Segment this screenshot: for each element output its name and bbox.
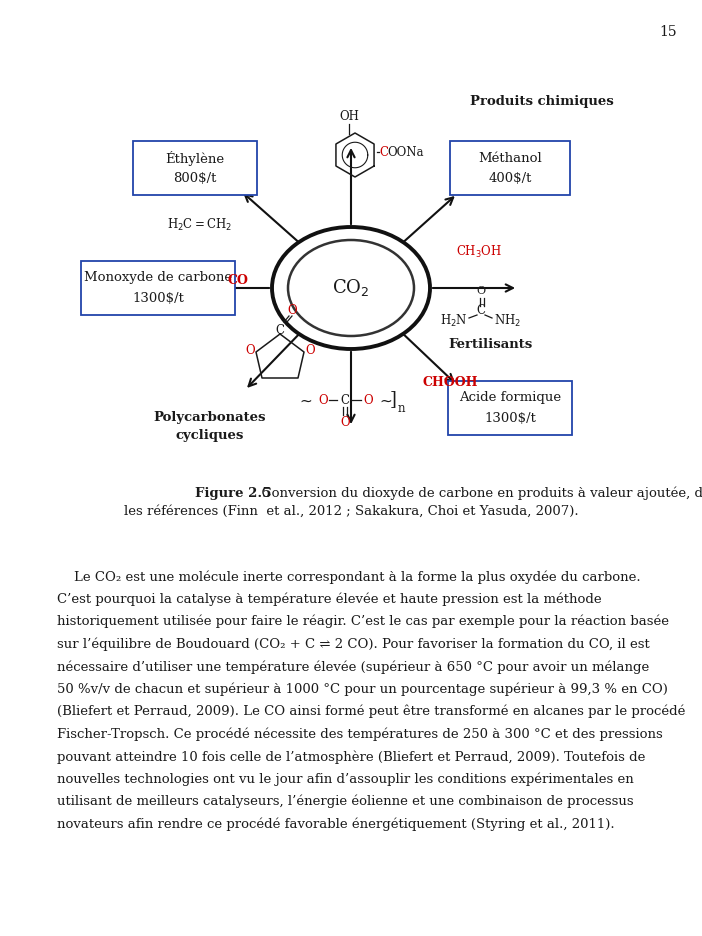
Text: Fischer-Tropsch. Ce procédé nécessite des températures de 250 à 300 °C et des pr: Fischer-Tropsch. Ce procédé nécessite de… xyxy=(57,727,663,741)
Ellipse shape xyxy=(288,240,414,336)
Text: 50 %v/v de chacun et supérieur à 1000 °C pour un pourcentage supérieur à 99,3 % : 50 %v/v de chacun et supérieur à 1000 °C… xyxy=(57,682,668,696)
Text: n: n xyxy=(397,402,405,415)
Text: 1300$/t: 1300$/t xyxy=(132,291,184,304)
Text: Monoxyde de carbone: Monoxyde de carbone xyxy=(84,271,232,285)
Text: historiquement utilisée pour faire le réagir. C’est le cas par exemple pour la r: historiquement utilisée pour faire le ré… xyxy=(57,615,669,628)
Text: CO$_2$: CO$_2$ xyxy=(332,277,370,299)
Text: (Bliefert et Perraud, 2009). Le CO ainsi formé peut être transformé en alcanes p: (Bliefert et Perraud, 2009). Le CO ainsi… xyxy=(57,705,685,719)
Text: O: O xyxy=(340,416,350,429)
Text: O: O xyxy=(318,393,328,406)
Text: O: O xyxy=(245,344,255,357)
Text: C: C xyxy=(340,393,350,406)
Text: sur l’équilibre de Boudouard (CO₂ + C ⇌ 2 CO). Pour favoriser la formation du CO: sur l’équilibre de Boudouard (CO₂ + C ⇌ … xyxy=(57,637,650,651)
Text: O: O xyxy=(363,393,373,406)
Ellipse shape xyxy=(272,227,430,349)
Text: OONa: OONa xyxy=(387,145,423,158)
Text: novateurs afin rendre ce procédé favorable énergétiquement (Styring et al., 2011: novateurs afin rendre ce procédé favorab… xyxy=(57,817,615,831)
Text: pouvant atteindre 10 fois celle de l’atmosphère (Bliefert et Perraud, 2009). Tou: pouvant atteindre 10 fois celle de l’atm… xyxy=(57,750,645,764)
Text: Le CO₂ est une molécule inerte correspondant à la forme la plus oxydée du carbon: Le CO₂ est une molécule inerte correspon… xyxy=(57,570,641,583)
Text: nécessaire d’utiliser une température élevée (supérieur à 650 °C pour avoir un m: nécessaire d’utiliser une température él… xyxy=(57,660,649,674)
Text: C’est pourquoi la catalyse à température élevée et haute pression est la méthode: C’est pourquoi la catalyse à température… xyxy=(57,592,602,606)
Text: H$_2$C$=$CH$_2$: H$_2$C$=$CH$_2$ xyxy=(167,217,232,233)
Text: C: C xyxy=(477,304,486,317)
Text: $\sim$: $\sim$ xyxy=(377,392,393,407)
Text: CO: CO xyxy=(227,273,248,286)
FancyBboxPatch shape xyxy=(81,261,235,315)
Text: Éthylène: Éthylène xyxy=(166,151,225,166)
Text: H$_2$N: H$_2$N xyxy=(440,313,468,329)
Text: Polycarbonates: Polycarbonates xyxy=(154,412,266,425)
Text: O: O xyxy=(305,344,314,357)
Text: les références (Finn  et al., 2012 ; Sakakura, Choi et Yasuda, 2007).: les références (Finn et al., 2012 ; Saka… xyxy=(124,505,578,518)
Text: C: C xyxy=(275,324,284,337)
Text: nouvelles technologies ont vu le jour afin d’assouplir les conditions expériment: nouvelles technologies ont vu le jour af… xyxy=(57,772,634,786)
Text: Acide formique: Acide formique xyxy=(459,391,561,404)
Text: O: O xyxy=(477,286,486,296)
Text: Figure 2.5: Figure 2.5 xyxy=(195,487,272,500)
Text: 1300$/t: 1300$/t xyxy=(484,412,536,425)
Text: $\sim$: $\sim$ xyxy=(297,392,313,407)
FancyBboxPatch shape xyxy=(450,141,570,195)
Text: O: O xyxy=(287,303,297,316)
FancyBboxPatch shape xyxy=(448,381,572,435)
FancyBboxPatch shape xyxy=(133,141,257,195)
Text: ]: ] xyxy=(390,390,397,408)
Text: 400$/t: 400$/t xyxy=(489,171,531,184)
Text: OH: OH xyxy=(339,110,359,123)
Text: utilisant de meilleurs catalyseurs, l’énergie éolienne et une combinaison de pro: utilisant de meilleurs catalyseurs, l’én… xyxy=(57,795,634,809)
Text: CHOOH: CHOOH xyxy=(422,376,478,389)
Text: NH$_2$: NH$_2$ xyxy=(494,313,521,329)
Text: Fertilisants: Fertilisants xyxy=(448,339,532,352)
Text: C: C xyxy=(379,145,388,158)
Text: Conversion du dioxyde de carbone en produits à valeur ajoutée, d’après: Conversion du dioxyde de carbone en prod… xyxy=(253,486,702,500)
Text: Produits chimiques: Produits chimiques xyxy=(470,95,614,109)
Text: cycliques: cycliques xyxy=(176,430,244,443)
Text: Méthanol: Méthanol xyxy=(478,152,542,165)
Text: CH$_3$OH: CH$_3$OH xyxy=(456,244,502,260)
Text: 15: 15 xyxy=(659,25,677,39)
Text: 800$/t: 800$/t xyxy=(173,171,217,184)
